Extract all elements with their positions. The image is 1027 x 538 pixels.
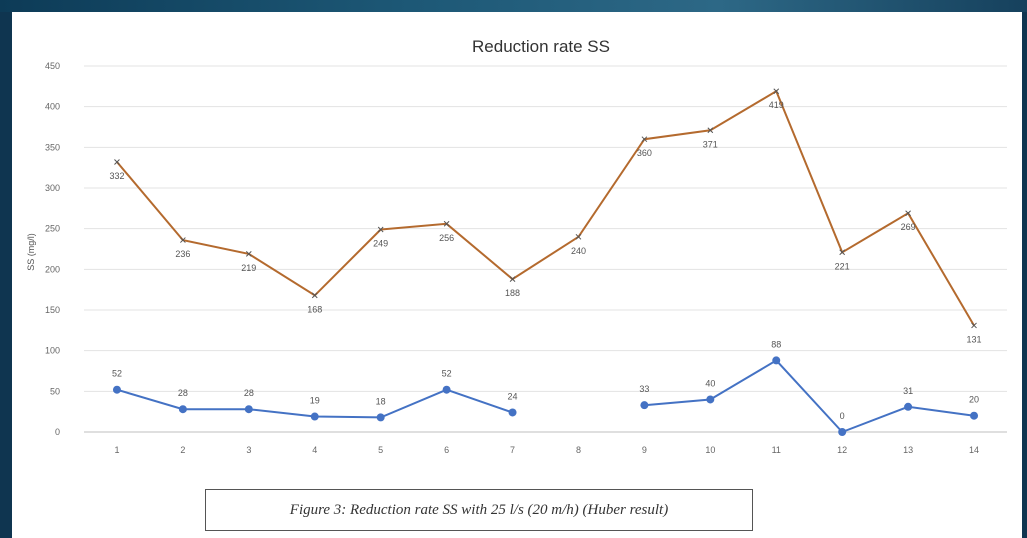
x-tick-label: 8 [576, 445, 581, 455]
data-label: 419 [769, 100, 784, 110]
figure-panel: Reduction rate SS SS (mg/l) 0 50 100 150 200… [12, 12, 1022, 538]
x-tick-label: 10 [705, 445, 715, 455]
data-label: 236 [175, 249, 190, 259]
data-label: 88 [771, 339, 781, 349]
data-label: 18 [376, 396, 386, 406]
data-label: 20 [969, 395, 979, 405]
data-label: 168 [307, 304, 322, 314]
data-point [180, 237, 186, 243]
y-tick-label: 300 [45, 183, 60, 193]
x-tick-label: 4 [312, 445, 317, 455]
data-label: 52 [112, 369, 122, 379]
y-tick-label: 0 [55, 427, 60, 437]
x-tick-label: 9 [642, 445, 647, 455]
y-tick-label: 250 [45, 224, 60, 234]
data-label: 360 [637, 148, 652, 158]
data-label: 0 [840, 411, 845, 421]
data-label: 24 [508, 391, 518, 401]
data-label: 332 [109, 171, 124, 181]
data-label: 19 [310, 396, 320, 406]
data-label: 28 [244, 388, 254, 398]
y-axis-label: SS (mg/l) [26, 233, 36, 271]
data-label: 221 [835, 261, 850, 271]
x-tick-label: 1 [114, 445, 119, 455]
data-label: 31 [903, 386, 913, 396]
data-point [178, 405, 187, 414]
data-point [443, 220, 450, 227]
data-point [112, 385, 121, 394]
y-tick-label: 350 [45, 142, 60, 152]
data-point [905, 210, 911, 217]
data-label: 256 [439, 233, 454, 243]
data-label: 269 [901, 222, 916, 232]
y-tick-label: 400 [45, 102, 60, 112]
figure-caption: Figure 3: Reduction rate SS with 25 l/s … [205, 489, 753, 531]
data-label: 52 [442, 369, 452, 379]
data-point [706, 395, 715, 404]
x-tick-label: 3 [246, 445, 251, 455]
data-point [376, 413, 385, 422]
x-tick-label: 13 [903, 445, 913, 455]
y-tick-label: 200 [45, 264, 60, 274]
data-point [442, 385, 451, 394]
data-label: 131 [967, 334, 982, 344]
data-point [773, 88, 780, 95]
x-tick-label: 11 [772, 445, 781, 455]
data-point [114, 159, 120, 165]
series-line [116, 89, 975, 327]
x-tick-label: 5 [378, 445, 383, 455]
data-point [244, 405, 253, 414]
data-label: 219 [241, 263, 256, 273]
top-background-band [0, 0, 1027, 12]
data-label: 249 [373, 238, 388, 248]
data-point [839, 249, 846, 256]
data-point [838, 428, 847, 436]
x-tick-label: 12 [837, 445, 847, 455]
y-tick-label: 150 [45, 305, 60, 315]
chart-title: Reduction rate SS [472, 37, 610, 56]
data-label: 371 [703, 139, 718, 149]
data-point [311, 292, 318, 299]
data-point [641, 136, 648, 143]
y-tick-label: 450 [45, 61, 60, 71]
y-tick-label: 100 [45, 346, 60, 356]
series-line [644, 359, 975, 434]
data-label: 28 [178, 388, 188, 398]
y-tick-label: 50 [50, 386, 60, 396]
data-point [509, 276, 516, 282]
x-tick-label: 6 [444, 445, 449, 455]
data-point [310, 412, 319, 421]
data-point [707, 127, 714, 134]
data-label: 33 [639, 384, 649, 394]
data-point [575, 233, 582, 240]
data-label: 40 [705, 378, 715, 388]
data-point [904, 402, 913, 411]
data-label: 188 [505, 288, 520, 298]
x-tick-label: 14 [969, 445, 979, 455]
data-point [772, 356, 781, 365]
x-tick-label: 2 [180, 445, 185, 455]
data-label: 240 [571, 246, 586, 256]
data-point [640, 401, 649, 410]
line-chart: Reduction rate SS SS (mg/l) 050100150200… [26, 37, 1007, 455]
data-point [377, 226, 384, 233]
data-point [508, 408, 517, 417]
data-point [970, 411, 979, 420]
data-point [245, 251, 252, 257]
data-point [971, 322, 977, 329]
x-tick-label: 7 [510, 445, 515, 455]
